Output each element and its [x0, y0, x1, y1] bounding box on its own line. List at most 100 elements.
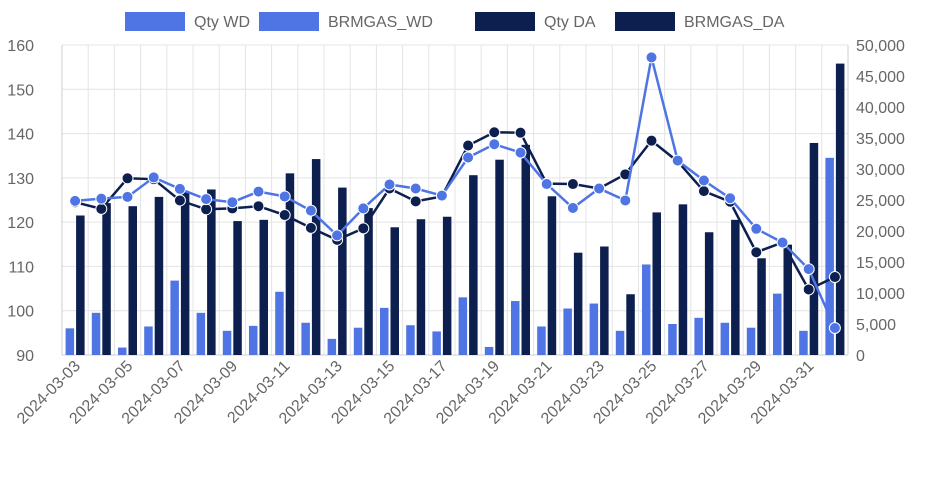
- series-point: [383, 178, 396, 191]
- bar-brmgas-da: [731, 219, 740, 355]
- series-point: [645, 51, 658, 64]
- legend-label: Qty WD: [194, 14, 250, 31]
- legend-swatch: [259, 12, 319, 31]
- bar-qty-wd: [353, 327, 363, 355]
- series-point: [514, 146, 527, 159]
- y-tick-label-left: 150: [7, 82, 34, 99]
- series-point: [828, 321, 841, 334]
- series-point: [462, 139, 475, 152]
- series-point: [357, 222, 370, 235]
- series-point: [671, 154, 684, 167]
- bar-qty-wd: [694, 317, 703, 355]
- series-point: [69, 194, 82, 207]
- bar-brmgas-da: [835, 63, 845, 355]
- bar-brmgas-da: [809, 142, 819, 355]
- bar-brmgas-da: [102, 203, 111, 355]
- bar-series-group: [65, 63, 845, 355]
- series-point: [828, 271, 841, 284]
- bar-qty-wd: [91, 312, 101, 355]
- bar-qty-wd: [615, 330, 625, 355]
- series-point: [304, 204, 317, 217]
- bar-brmgas-da: [259, 219, 268, 355]
- bar-brmgas-da: [547, 196, 557, 355]
- y-tick-label-right: 0: [856, 348, 865, 365]
- bar-brmgas-da: [783, 244, 792, 355]
- series-point: [278, 190, 291, 203]
- bar-brmgas-da: [364, 208, 373, 355]
- legend-label: Qty DA: [544, 14, 596, 31]
- bar-qty-wd: [170, 280, 179, 355]
- legend-label: BRMGAS_WD: [328, 14, 433, 31]
- bar-brmgas-da: [285, 173, 295, 355]
- bar-qty-wd: [196, 312, 206, 355]
- bar-qty-wd: [458, 297, 468, 355]
- series-point: [488, 138, 501, 151]
- bar-brmgas-da: [233, 221, 242, 355]
- series-point: [750, 222, 763, 235]
- bar-qty-wd: [327, 338, 337, 355]
- y-tick-label-left: 130: [7, 171, 34, 188]
- y-tick-label-right: 45,000: [856, 69, 905, 86]
- series-point: [121, 190, 134, 203]
- line-series-brmgas-wd: [69, 51, 841, 334]
- series-point: [173, 194, 186, 207]
- legend-swatch: [615, 12, 675, 31]
- y-tick-label-right: 5,000: [856, 317, 896, 334]
- series-point: [278, 209, 291, 222]
- bar-brmgas-da: [390, 227, 399, 355]
- bar-qty-wd: [249, 325, 258, 355]
- bar-brmgas-da: [338, 187, 347, 355]
- y-tick-label-left: 120: [7, 215, 34, 232]
- bar-brmgas-da: [442, 216, 452, 355]
- bar-qty-wd: [222, 330, 232, 355]
- series-point: [200, 203, 213, 216]
- bar-qty-wd: [275, 291, 284, 355]
- y-tick-label-left: 140: [7, 127, 34, 144]
- bar-qty-wd: [589, 303, 599, 355]
- series-point: [173, 182, 186, 195]
- series-point: [750, 246, 763, 259]
- legend-label: BRMGAS_DA: [684, 14, 785, 31]
- bar-qty-wd: [773, 293, 782, 355]
- series-point: [802, 283, 815, 296]
- legend-swatch: [125, 12, 185, 31]
- series-point: [645, 134, 658, 147]
- series-point: [304, 221, 317, 234]
- series-point: [697, 185, 710, 198]
- series-point: [200, 193, 213, 206]
- series-point: [697, 174, 710, 187]
- bar-brmgas-da: [311, 159, 321, 355]
- bar-brmgas-da: [76, 215, 85, 355]
- series-point: [514, 126, 527, 139]
- series-point: [121, 172, 134, 185]
- bar-qty-wd: [380, 307, 389, 355]
- series-point: [331, 229, 344, 242]
- series-point: [802, 263, 815, 276]
- series-point: [147, 171, 160, 184]
- bar-qty-wd: [484, 346, 494, 355]
- legend: Qty WD BRMGAS_WD Qty DA BRMGAS_DA: [125, 12, 785, 31]
- series-point: [95, 202, 108, 215]
- bar-qty-wd: [799, 330, 808, 355]
- bar-brmgas-da: [600, 246, 609, 355]
- y-tick-label-right: 30,000: [856, 162, 905, 179]
- bar-brmgas-da: [416, 219, 426, 355]
- bar-qty-wd: [301, 322, 310, 355]
- bar-qty-wd: [511, 301, 520, 355]
- bar-qty-wd: [642, 264, 651, 355]
- series-point: [95, 192, 108, 205]
- series-point: [409, 182, 422, 195]
- bar-qty-wd: [668, 324, 677, 355]
- y-tick-label-right: 15,000: [856, 255, 905, 272]
- series-point: [776, 236, 789, 249]
- y-tick-label-right: 25,000: [856, 193, 905, 210]
- legend-swatch: [475, 12, 535, 31]
- bar-qty-wd: [746, 327, 756, 355]
- bar-brmgas-da: [180, 191, 190, 355]
- bar-brmgas-da: [495, 159, 504, 355]
- bar-qty-wd: [118, 347, 127, 355]
- bar-brmgas-da: [573, 252, 583, 355]
- series-point: [357, 202, 370, 215]
- bar-brmgas-da: [469, 175, 478, 355]
